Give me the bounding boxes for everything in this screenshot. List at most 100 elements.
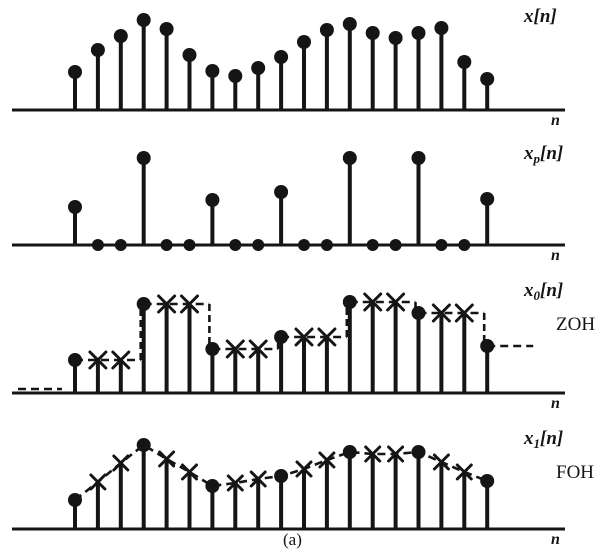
sample-dot-marker xyxy=(480,474,495,488)
sample-x-marker xyxy=(226,474,244,492)
sample-dot-marker xyxy=(205,479,220,493)
sample-dot-marker xyxy=(68,493,82,507)
sample-dot-marker xyxy=(297,35,311,49)
sample-x-marker xyxy=(157,294,177,314)
xn-stem-plot xyxy=(12,13,565,112)
axis-label-n: n xyxy=(551,395,560,412)
sample-x-marker xyxy=(89,473,107,491)
sample-dot-marker xyxy=(183,239,196,251)
label-bracket: [n] xyxy=(540,143,564,164)
sample-dot-marker xyxy=(342,445,357,459)
sample-dot-marker xyxy=(274,330,289,344)
sample-dot-marker xyxy=(91,239,104,251)
label-bracket: [n] xyxy=(533,6,557,27)
zoh-label: ZOH xyxy=(556,314,596,335)
sample-dot-marker xyxy=(480,339,495,353)
sample-dot-marker xyxy=(411,445,426,459)
sample-x-marker xyxy=(181,463,198,481)
signal-label-x1n: x1[n] xyxy=(524,428,563,452)
sample-dot-marker xyxy=(136,151,151,165)
sample-dot-marker xyxy=(160,239,173,251)
label-subscript: 1 xyxy=(533,436,541,451)
sample-x-marker xyxy=(248,339,268,359)
sample-dot-marker xyxy=(411,26,426,40)
sample-dot-marker xyxy=(252,239,265,251)
xpn-stem-plot xyxy=(12,151,565,251)
sample-dot-marker xyxy=(136,13,151,27)
sample-dot-marker xyxy=(411,306,426,320)
sample-x-marker xyxy=(294,327,314,347)
panel-x0n-zoh: x0[n] ZOH n xyxy=(0,270,603,412)
sample-x-marker xyxy=(295,460,313,478)
sample-x-marker xyxy=(317,327,337,347)
sample-dot-marker xyxy=(320,239,333,251)
sample-x-marker xyxy=(364,445,382,463)
sample-x-marker xyxy=(431,303,451,323)
label-subscript: p xyxy=(533,151,541,166)
x1n-foh-plot xyxy=(12,438,565,531)
sample-dot-marker xyxy=(114,239,127,251)
sample-dot-marker xyxy=(342,295,357,309)
panel-x1n-foh: x1[n] FOH n xyxy=(0,410,603,556)
sample-dot-marker xyxy=(136,297,151,311)
label-bracket: [n] xyxy=(540,428,564,449)
sample-dot-marker xyxy=(435,239,448,251)
sample-dot-marker xyxy=(480,192,495,206)
sample-dot-marker xyxy=(182,48,197,62)
foh-label: FOH xyxy=(556,462,595,483)
sample-dot-marker xyxy=(68,353,82,367)
sample-dot-marker xyxy=(480,72,495,86)
sample-x-marker xyxy=(454,303,474,323)
sample-dot-marker xyxy=(388,31,403,45)
x0n-zoh-plot xyxy=(12,292,565,395)
label-base: x xyxy=(524,143,534,164)
sample-x-marker xyxy=(225,339,245,359)
panel-xn: x[n] n xyxy=(0,0,603,135)
sample-x-marker xyxy=(387,445,405,463)
sample-dot-marker xyxy=(90,43,105,57)
sample-dot-marker xyxy=(319,23,334,37)
sample-dot-marker xyxy=(274,185,289,199)
sample-dot-marker xyxy=(366,239,379,251)
sample-dot-marker xyxy=(229,239,242,251)
sample-x-marker xyxy=(432,453,450,471)
sample-x-marker xyxy=(88,350,108,370)
sample-dot-marker xyxy=(411,151,426,165)
sample-x-marker xyxy=(386,292,406,312)
sample-x-marker xyxy=(318,451,336,469)
sample-dot-marker xyxy=(136,438,151,452)
sample-x-marker xyxy=(455,463,473,481)
sample-dot-marker xyxy=(68,200,82,214)
sample-dot-marker xyxy=(434,21,449,35)
sample-dot-marker xyxy=(342,17,357,31)
signal-label-xn: x[n] xyxy=(524,6,557,30)
label-base: x xyxy=(524,428,534,449)
sample-dot-marker xyxy=(159,22,174,36)
sample-dot-marker xyxy=(113,29,128,43)
label-bracket: [n] xyxy=(540,280,564,301)
signal-label-x0n: x0[n] xyxy=(524,280,563,304)
label-base: x xyxy=(524,280,534,301)
axis-label-n: n xyxy=(551,247,560,264)
sample-dot-marker xyxy=(458,239,471,251)
sample-dot-marker xyxy=(389,239,402,251)
sample-dot-marker xyxy=(205,64,220,78)
label-base: x xyxy=(524,6,534,27)
sample-x-marker xyxy=(111,350,131,370)
sample-x-marker xyxy=(249,470,267,488)
sample-dot-marker xyxy=(457,55,472,69)
figure-caption: (a) xyxy=(283,530,302,549)
sample-x-marker xyxy=(363,292,383,312)
sample-dot-marker xyxy=(205,342,220,356)
sample-x-marker xyxy=(112,454,130,472)
sample-dot-marker xyxy=(274,469,289,483)
sample-dot-marker xyxy=(205,193,220,207)
sample-dot-marker xyxy=(251,61,266,75)
axis-label-n: n xyxy=(551,112,560,129)
label-subscript: 0 xyxy=(533,288,541,303)
sample-dot-marker xyxy=(68,65,82,79)
sample-dot-marker xyxy=(228,69,243,83)
sample-dot-marker xyxy=(365,26,380,40)
sample-dot-marker xyxy=(342,151,357,165)
